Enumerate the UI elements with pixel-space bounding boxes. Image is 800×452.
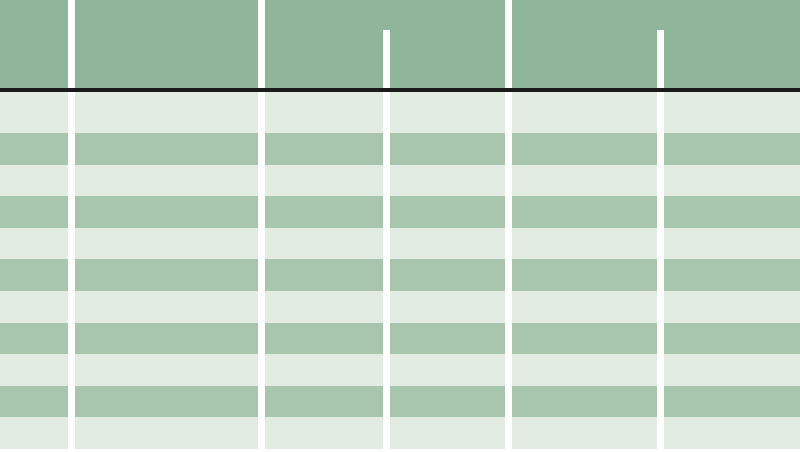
row-bg — [390, 195, 505, 228]
row-bg — [390, 164, 505, 197]
row-bg — [75, 227, 258, 260]
row-bg — [512, 227, 657, 260]
spacer-bg — [265, 92, 383, 101]
row-bg — [265, 385, 383, 418]
row-bg — [664, 290, 800, 323]
row-bg — [265, 195, 383, 228]
row-bg — [390, 417, 505, 450]
row-bg — [512, 195, 657, 228]
row-bg — [75, 290, 258, 323]
row-bg — [512, 259, 657, 292]
spacer-bg — [664, 92, 800, 101]
header-cell-bg — [390, 0, 505, 88]
header-cell-bg — [664, 0, 800, 88]
row-bg — [512, 132, 657, 165]
row-bg — [75, 195, 258, 228]
row-bg — [75, 417, 258, 450]
header-rule — [0, 88, 800, 92]
row-bg — [512, 417, 657, 450]
row-bg — [664, 417, 800, 450]
row-bg — [512, 385, 657, 418]
row-bg — [512, 353, 657, 386]
row-bg — [265, 101, 383, 134]
header-cell-bg — [265, 0, 383, 88]
row-bg — [664, 322, 800, 355]
row-bg — [265, 290, 383, 323]
row-bg — [0, 227, 68, 260]
row-bg — [390, 353, 505, 386]
row-bg — [0, 417, 68, 450]
row-bg — [0, 353, 68, 386]
header-cell-bg — [0, 0, 68, 88]
row-bg — [512, 101, 657, 134]
row-bg — [0, 290, 68, 323]
row-bg — [664, 101, 800, 134]
row-bg — [75, 385, 258, 418]
row-bg — [75, 353, 258, 386]
row-bg — [265, 322, 383, 355]
row-bg — [0, 259, 68, 292]
row-bg — [390, 290, 505, 323]
row-bg — [512, 290, 657, 323]
row-bg — [664, 259, 800, 292]
spacer-bg — [512, 92, 657, 101]
row-bg — [390, 227, 505, 260]
row-bg — [265, 417, 383, 450]
row-bg — [664, 227, 800, 260]
row-bg — [265, 353, 383, 386]
row-bg — [512, 164, 657, 197]
row-bg — [265, 164, 383, 197]
row-bg — [664, 353, 800, 386]
row-bg — [0, 385, 68, 418]
row-bg — [0, 101, 68, 134]
group-tick — [385, 36, 388, 46]
row-bg — [390, 132, 505, 165]
row-bg — [0, 164, 68, 197]
row-bg — [512, 322, 657, 355]
row-bg — [664, 195, 800, 228]
row-bg — [265, 259, 383, 292]
row-bg — [664, 385, 800, 418]
row-bg — [390, 101, 505, 134]
row-bg — [390, 322, 505, 355]
row-bg — [265, 132, 383, 165]
row-bg — [0, 132, 68, 165]
row-bg — [390, 259, 505, 292]
row-bg — [664, 132, 800, 165]
spacer-bg — [390, 92, 505, 101]
row-bg — [0, 195, 68, 228]
row-bg — [390, 385, 505, 418]
spacer-bg — [0, 92, 68, 101]
row-bg — [75, 101, 258, 134]
header-cell-bg — [512, 0, 657, 88]
row-bg — [0, 322, 68, 355]
header-cell-bg — [75, 0, 258, 88]
row-bg — [75, 259, 258, 292]
group-tick — [658, 36, 661, 46]
spacer-bg — [75, 92, 258, 101]
row-bg — [75, 132, 258, 165]
row-bg — [75, 164, 258, 197]
row-bg — [75, 322, 258, 355]
row-bg — [265, 227, 383, 260]
row-bg — [664, 164, 800, 197]
